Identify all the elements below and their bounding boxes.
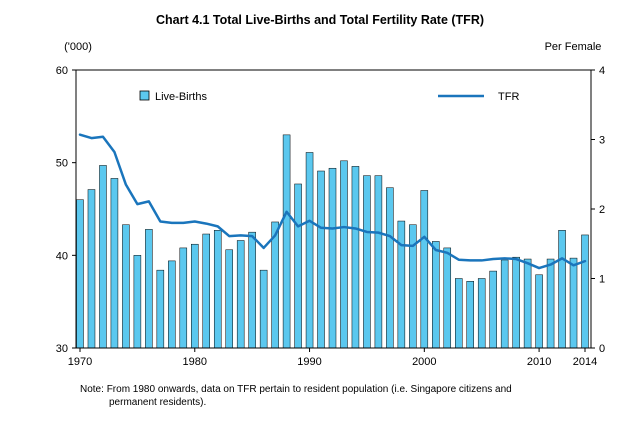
bar-1975 xyxy=(133,255,142,349)
bar-1973 xyxy=(110,178,119,349)
bar-1982 xyxy=(213,230,222,349)
x-tick-label-1970: 1970 xyxy=(68,356,92,368)
legend-line-label: TFR xyxy=(498,91,519,103)
x-tick-label-1990: 1990 xyxy=(297,356,321,368)
bar-2010 xyxy=(535,274,543,349)
tick-labels: 30 40 50 60 0 1 2 3 4 1970 1980 1990 2000 2010 2014 xyxy=(56,65,605,368)
legend-bar-swatch xyxy=(139,90,150,101)
bar-2003 xyxy=(455,278,463,349)
left-tick-label-30: 30 xyxy=(56,343,68,355)
bar-2013 xyxy=(569,257,578,349)
bar-1987 xyxy=(271,221,279,349)
bar-2006 xyxy=(489,270,497,349)
legend: Live-Births TFR xyxy=(139,90,519,103)
bar-1984 xyxy=(236,240,245,349)
bar-1978 xyxy=(168,260,176,349)
bar-1971 xyxy=(87,189,96,349)
bar-2011 xyxy=(546,258,555,349)
left-axis-unit: ('000) xyxy=(64,41,92,53)
left-tick-label-60: 60 xyxy=(56,65,68,77)
bar-1981 xyxy=(202,233,210,349)
bar-2000 xyxy=(420,190,429,349)
bar-2002 xyxy=(443,247,452,349)
bar-1992 xyxy=(328,167,337,349)
bar-1988 xyxy=(282,134,291,349)
bar-2009 xyxy=(523,258,532,349)
bar-1986 xyxy=(259,269,268,349)
note-line-2: permanent residents). xyxy=(109,397,207,408)
axes xyxy=(72,69,595,352)
bar-1980 xyxy=(191,243,199,349)
x-tick-label-1980: 1980 xyxy=(183,356,207,368)
bar-1995 xyxy=(363,175,371,349)
right-tick-label-4: 4 xyxy=(599,65,605,77)
bar-2004 xyxy=(466,281,474,349)
bar-1993 xyxy=(340,160,348,349)
bar-1989 xyxy=(294,183,302,349)
note-prefix: Note: xyxy=(80,384,104,395)
note-line-1: From 1980 onwards, data on TFR pertain t… xyxy=(106,384,512,395)
bar-2007 xyxy=(500,259,509,349)
bar-1990 xyxy=(305,152,314,349)
bar-1991 xyxy=(317,170,325,349)
bar-2012 xyxy=(558,230,566,349)
bar-1998 xyxy=(397,220,406,349)
bar-2005 xyxy=(477,278,486,349)
right-tick-label-1: 1 xyxy=(599,274,605,286)
bar-1983 xyxy=(225,249,233,349)
bar-2001 xyxy=(432,241,440,349)
x-tick-label-2014: 2014 xyxy=(573,356,597,368)
bar-1985 xyxy=(248,231,256,349)
bar-2008 xyxy=(512,256,520,349)
bar-1994 xyxy=(351,166,360,349)
bar-1977 xyxy=(156,269,165,349)
right-axis-unit: Per Female xyxy=(545,41,602,53)
x-tick-label-2000: 2000 xyxy=(412,356,436,368)
x-tick-label-2010: 2010 xyxy=(527,356,551,368)
bar-1974 xyxy=(122,224,130,349)
right-tick-label-3: 3 xyxy=(599,135,605,147)
chart-title: Chart 4.1 Total Live-Births and Total Fe… xyxy=(156,13,484,27)
bar-1979 xyxy=(179,247,188,349)
bar-1996 xyxy=(374,175,383,349)
bar-1970 xyxy=(76,199,84,349)
legend-bar-label: Live-Births xyxy=(155,91,207,103)
bar-1997 xyxy=(386,187,394,349)
bar-series xyxy=(76,134,589,349)
left-tick-label-40: 40 xyxy=(56,250,68,262)
bar-1972 xyxy=(99,165,107,349)
bar-1976 xyxy=(145,229,153,349)
bar-2014 xyxy=(581,234,589,349)
footnote: Note: From 1980 onwards, data on TFR per… xyxy=(80,383,584,409)
left-tick-label-50: 50 xyxy=(56,158,68,170)
right-tick-label-2: 2 xyxy=(599,204,605,216)
tfr-line-series xyxy=(78,133,587,270)
right-tick-label-0: 0 xyxy=(599,343,605,355)
